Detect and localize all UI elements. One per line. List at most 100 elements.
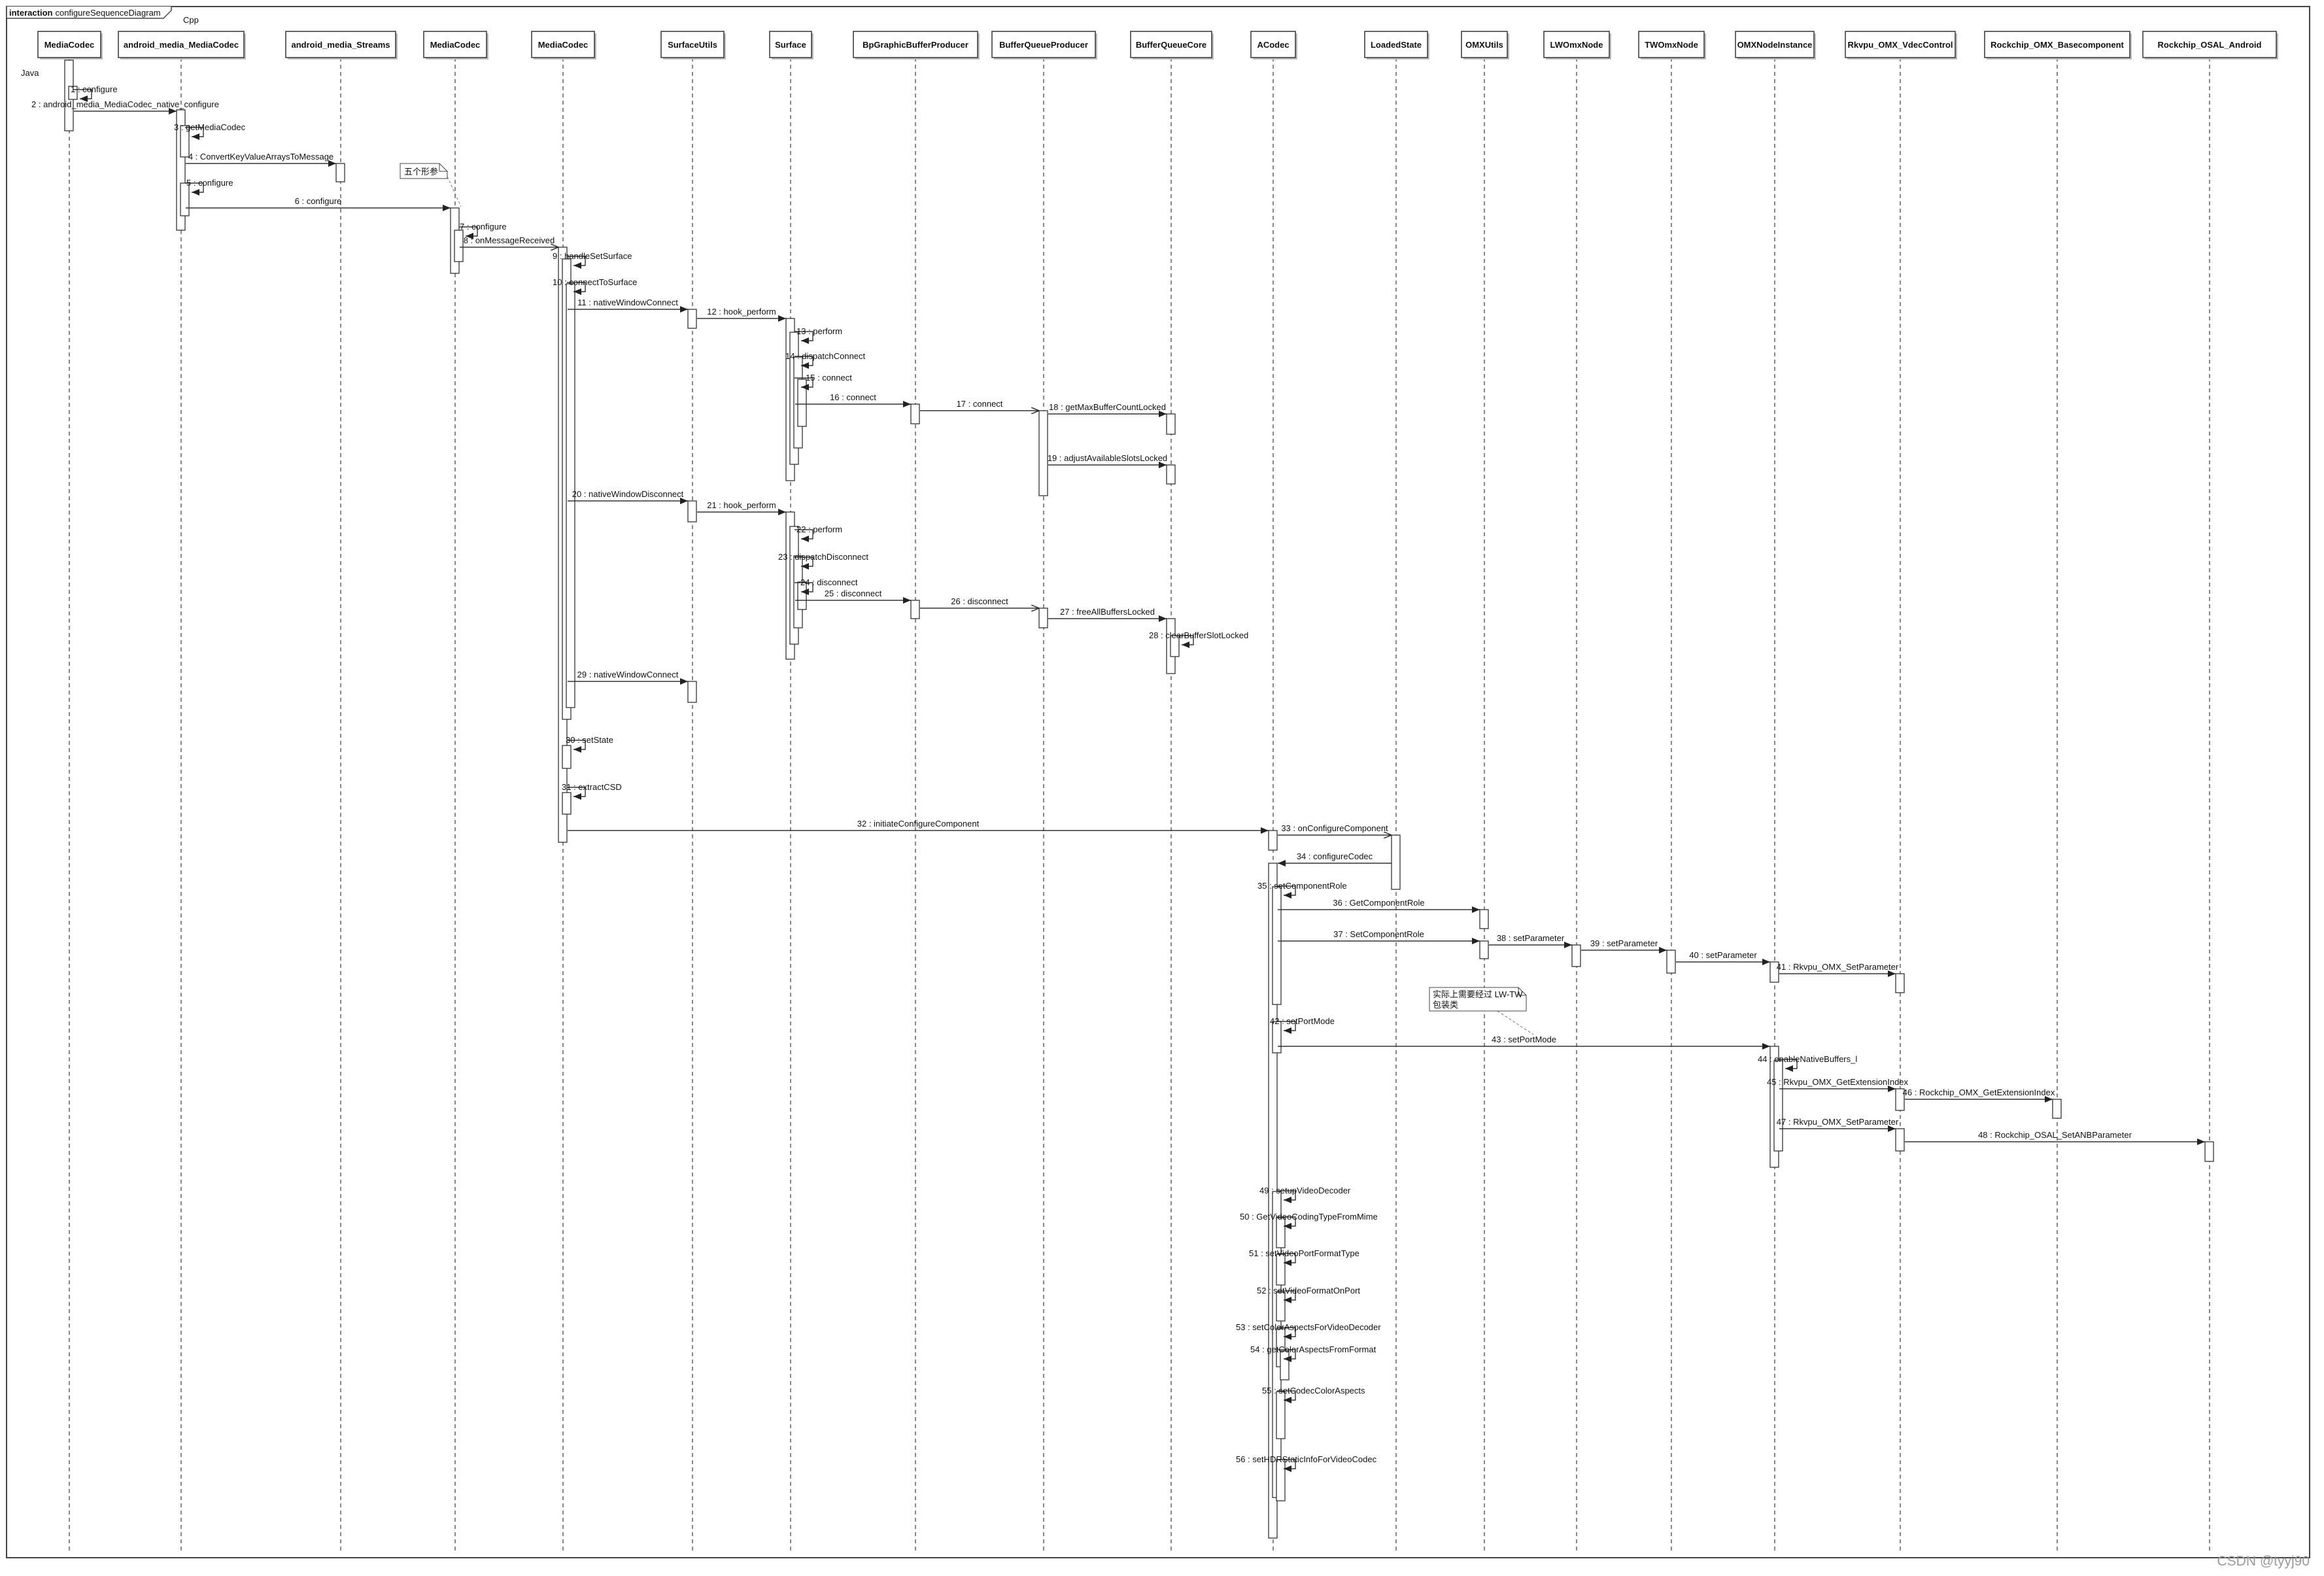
activation-bar <box>1666 950 1676 974</box>
message-label: 27 : freeAllBuffersLocked <box>1060 607 1155 617</box>
message-arrow <box>795 356 813 369</box>
message-label: 18 : getMaxBufferCountLocked <box>1049 402 1166 412</box>
participant-label: SurfaceUtils <box>668 40 717 50</box>
activation-bar <box>1268 830 1278 851</box>
activation-bar <box>1272 886 1282 1005</box>
message-29: 29 : nativeWindowConnect <box>568 670 688 685</box>
participant-box <box>769 31 812 58</box>
participant-loadedstate-11: LoadedState <box>1364 31 1429 1553</box>
message-35: 35 : setComponentRole <box>1257 881 1347 899</box>
participant-label: MediaCodec <box>44 40 95 50</box>
message-2: 2 : android_media_MediaCodec_native_conf… <box>31 99 219 114</box>
participant-label: android_media_Streams <box>291 40 390 50</box>
participant-label: Rockchip_OSAL_Android <box>2158 40 2262 50</box>
participant-mediacodec-0: MediaCodec <box>37 31 103 1553</box>
message-arrow <box>1277 1459 1296 1472</box>
message-56: 56 : setHDRStaticInfoForVideoCodec <box>1236 1454 1377 1472</box>
participant-android-media-streams-2: android_media_Streams <box>285 31 398 1553</box>
message-label: 22 : perform <box>796 524 842 534</box>
participant-label: MediaCodec <box>538 40 589 50</box>
message-arrow <box>185 182 204 196</box>
activations <box>64 60 2214 1539</box>
participant-mediacodec-3: MediaCodec <box>423 31 488 1553</box>
message-label: 54 : getColorAspectsFromFormat <box>1250 1345 1376 1354</box>
message-label: 16 : connect <box>830 392 876 402</box>
message-label: 45 : Rkvpu_OMX_GetExtensionIndex <box>1767 1077 1909 1087</box>
frame-name: configureSequenceDiagram <box>55 8 160 18</box>
message-label: 20 : nativeWindowDisconnect <box>572 489 684 499</box>
message-label: 53 : setColorAspectsForVideoDecoder <box>1236 1322 1381 1332</box>
participant-rkvpu-omx-vdeccontrol-16: Rkvpu_OMX_VdecControl <box>1845 31 1957 1553</box>
activation-bar <box>454 230 464 262</box>
interaction-frame: interaction configureSequenceDiagram <box>6 6 2310 1558</box>
message-label: 48 : Rockchip_OSAL_SetANBParameter <box>1978 1130 2132 1140</box>
participant-box <box>660 31 725 58</box>
participant-box <box>1845 31 1956 58</box>
activation-bar <box>1276 1217 1286 1248</box>
activation-bar <box>1571 944 1581 967</box>
message-label: 44 : enableNativeBuffers_l <box>1758 1054 1857 1064</box>
message-label: 32 : initiateConfigureComponent <box>857 819 980 829</box>
participant-label: LoadedState <box>1371 40 1422 50</box>
message-label: 46 : Rockchip_OMX_GetExtensionIndex <box>1903 1088 2055 1097</box>
participant-box <box>423 31 487 58</box>
activation-bar <box>1276 1391 1286 1439</box>
message-arrow <box>1175 635 1194 648</box>
message-11: 11 : nativeWindowConnect <box>568 298 688 313</box>
message-arrow <box>1277 1349 1296 1362</box>
message-label: 15 : connect <box>806 373 852 383</box>
participant-label: Rkvpu_OMX_VdecControl <box>1847 40 1953 50</box>
message-label: 3 : getMediaCodec <box>174 122 246 132</box>
message-label: 37 : SetComponentRole <box>1333 929 1424 939</box>
message-arrow <box>459 226 478 239</box>
note-five-params: 五个形参 <box>400 163 462 207</box>
activation-bar <box>910 403 920 424</box>
participant-bufferqueueproducer-8: BufferQueueProducer <box>991 31 1097 1553</box>
activation-bar <box>566 283 575 708</box>
message-41: 41 : Rkvpu_OMX_SetParameter <box>1777 962 1899 977</box>
message-30: 30 : setState <box>566 735 613 753</box>
message-label: 17 : connect <box>957 399 1003 409</box>
message-arrow <box>1277 1390 1296 1403</box>
activation-bar <box>2052 1099 2062 1119</box>
activation-bar <box>687 309 697 329</box>
message-46: 46 : Rockchip_OMX_GetExtensionIndex <box>1903 1088 2055 1103</box>
watermark: CSDN @tyyj90 <box>2217 1554 2310 1569</box>
message-arrow <box>567 282 586 295</box>
activation-bar <box>1272 1021 1282 1054</box>
participant-twomxnode-14: TWOmxNode <box>1638 31 1706 1553</box>
note-text: 五个形参 <box>404 167 438 177</box>
message-label: 14 : dispatchConnect <box>785 351 866 361</box>
message-arrow <box>567 787 586 800</box>
message-53: 53 : setColorAspectsForVideoDecoder <box>1236 1322 1381 1340</box>
message-arrow <box>1277 1216 1296 1229</box>
message-label: 2 : android_media_MediaCodec_native_conf… <box>31 99 219 109</box>
message-4: 4 : ConvertKeyValueArraysToMessage <box>186 152 336 167</box>
message-label: 19 : adjustAvailableSlotsLocked <box>1048 453 1167 463</box>
participant-box <box>1735 31 1815 58</box>
message-23: 23 : dispatchDisconnect <box>778 552 868 570</box>
message-24: 24 : disconnect <box>795 577 858 595</box>
participant-label: LWOmxNode <box>1550 40 1603 50</box>
message-arrow <box>1277 1327 1296 1340</box>
message-arrow <box>795 331 813 344</box>
participant-box <box>1984 31 2130 58</box>
participant-label: BufferQueueCore <box>1136 40 1206 50</box>
message-label: 33 : onConfigureComponent <box>1281 823 1388 833</box>
message-arrow <box>795 529 813 542</box>
activation-bar <box>335 163 345 182</box>
activation-bar <box>1769 961 1779 983</box>
participant-label: Rockchip_OMX_Basecomponent <box>1991 40 2124 50</box>
message-20: 20 : nativeWindowDisconnect <box>568 489 688 504</box>
message-arrow <box>73 89 92 102</box>
participant-box <box>1130 31 1212 58</box>
message-arrow <box>567 256 586 269</box>
message-label: 8 : onMessageReceived <box>464 235 555 245</box>
message-39: 39 : setParameter <box>1581 938 1667 953</box>
message-arrow <box>1779 1059 1798 1072</box>
participant-android-media-mediacodec-1: android_media_MediaCodec <box>118 31 246 1553</box>
participant-label: Surface <box>775 40 806 50</box>
message-label: 5 : configure <box>186 178 233 188</box>
message-label: 11 : nativeWindowConnect <box>577 298 678 307</box>
